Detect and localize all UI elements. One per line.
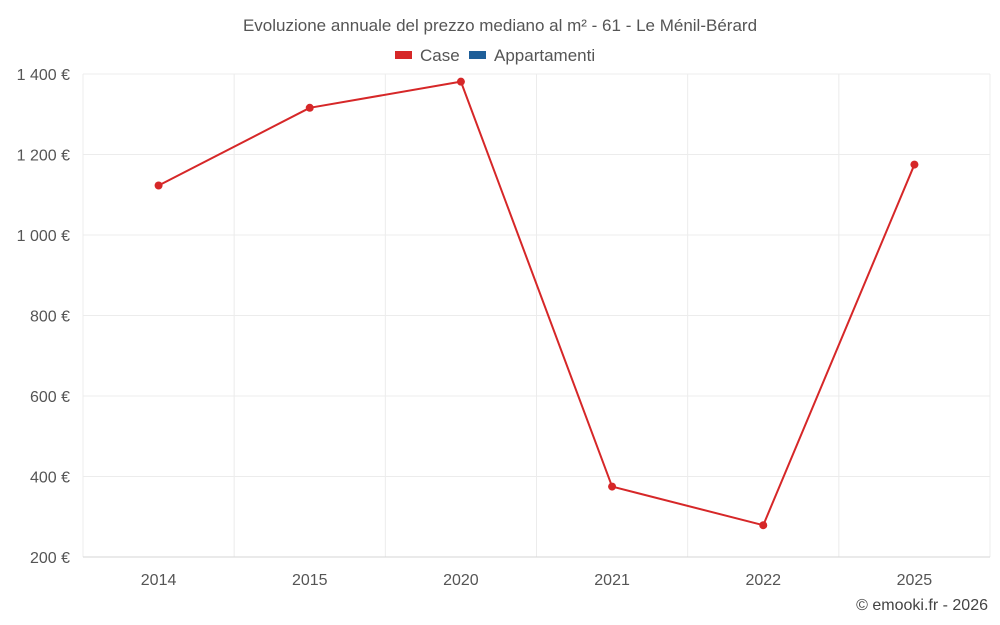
data-point[interactable] (759, 521, 768, 530)
legend-item-appartamenti[interactable]: Appartamenti (469, 46, 595, 65)
data-point[interactable] (456, 77, 465, 86)
series-line-case (158, 80, 916, 527)
y-tick-label: 400 € (30, 470, 70, 487)
x-tick-label: 2022 (745, 572, 781, 589)
y-tick-label: 200 € (30, 550, 70, 567)
x-tick-label: 2025 (897, 572, 933, 589)
x-tick-label: 2021 (594, 572, 630, 589)
x-tick-label: 2020 (443, 572, 479, 589)
series-case (154, 77, 919, 530)
y-axis-tick-labels: 200 € 400 € 600 € 800 € 1 000 € 1 200 € 1 400 … (17, 67, 70, 567)
y-tick-label: 600 € (30, 389, 70, 406)
y-tick-label: 1 200 € (17, 148, 70, 165)
x-axis-tick-labels: 2014 2015 2020 2021 2022 2025 (141, 572, 933, 589)
x-tick-label: 2015 (292, 572, 328, 589)
legend-item-case[interactable]: Case (395, 46, 460, 65)
credit-text: © emooki.fr - 2026 (856, 597, 988, 614)
data-point[interactable] (910, 160, 919, 169)
y-tick-label: 800 € (30, 309, 70, 326)
data-point[interactable] (305, 103, 314, 112)
chart-title: Evoluzione annuale del prezzo mediano al… (243, 16, 757, 35)
y-tick-label: 1 000 € (17, 228, 70, 245)
data-point[interactable] (608, 482, 617, 491)
legend: Case Appartamenti (395, 46, 595, 65)
legend-swatch-case (395, 51, 412, 59)
y-gridlines (83, 73, 990, 477)
data-point[interactable] (154, 181, 163, 190)
legend-label-appartamenti: Appartamenti (494, 46, 595, 65)
legend-label-case: Case (420, 46, 460, 65)
x-tick-label: 2014 (141, 572, 177, 589)
y-tick-label: 1 400 € (17, 67, 70, 84)
legend-swatch-appartamenti (469, 51, 486, 59)
